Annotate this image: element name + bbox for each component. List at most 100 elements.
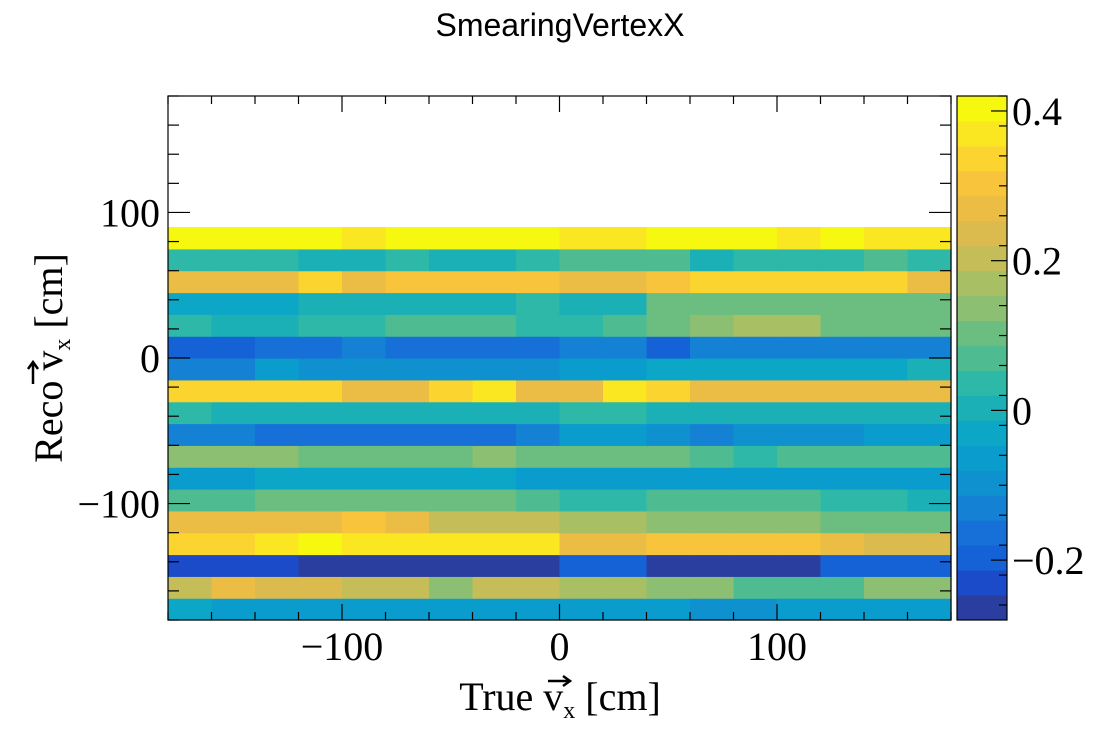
heatmap-cell — [559, 423, 604, 446]
heatmap-cell — [907, 379, 952, 403]
heatmap-cell — [559, 467, 604, 490]
colorbar-swatch — [957, 120, 1007, 147]
heatmap-cell — [385, 292, 430, 315]
heatmap-cell — [559, 576, 604, 599]
x-tick-label: −100 — [301, 624, 384, 669]
heatmap-cell — [298, 227, 343, 250]
heatmap-cell — [385, 270, 430, 294]
heatmap-cell — [429, 467, 474, 490]
heatmap-cell — [690, 358, 735, 381]
heatmap-cell — [820, 270, 865, 294]
colorbar — [957, 96, 1007, 621]
heatmap-cell — [907, 292, 952, 315]
heatmap-cell — [342, 467, 387, 490]
heatmap-cell — [168, 336, 213, 359]
heatmap-cell — [211, 248, 256, 272]
heatmap-cell — [429, 379, 474, 403]
heatmap-cell — [255, 532, 300, 556]
heatmap-cell — [298, 314, 343, 337]
heatmap-cell — [777, 292, 822, 315]
heatmap-cell — [516, 227, 561, 250]
heatmap-cell — [690, 510, 735, 534]
heatmap-cell — [907, 489, 952, 512]
heatmap-cell — [429, 227, 474, 250]
heatmap-cell — [472, 270, 517, 294]
heatmap-cell — [820, 227, 865, 250]
heatmap-cell — [385, 598, 430, 621]
heatmap-cell — [168, 445, 213, 468]
heatmap-cell — [559, 445, 604, 468]
heatmap-cell — [342, 532, 387, 556]
heatmap-cell — [646, 489, 691, 512]
x-axis-title: True vx [cm] — [459, 674, 661, 724]
heatmap-cell — [255, 467, 300, 490]
heatmap-cell — [298, 423, 343, 446]
heatmap-cell — [864, 292, 909, 315]
heatmap-cell — [864, 576, 909, 599]
heatmap-cell — [646, 423, 691, 446]
heatmap-cell — [820, 379, 865, 403]
heatmap-cell — [646, 576, 691, 599]
heatmap-cell — [646, 270, 691, 294]
heatmap-cell — [255, 576, 300, 599]
heatmap-cell — [168, 358, 213, 381]
heatmap-cell — [168, 401, 213, 425]
heatmap-cell — [646, 532, 691, 556]
heatmap-cell — [211, 270, 256, 294]
heatmap-cell — [864, 489, 909, 512]
heatmap-cell — [690, 292, 735, 315]
heatmap-cell — [907, 532, 952, 556]
heatmap-cell — [385, 489, 430, 512]
heatmap-cell — [472, 336, 517, 359]
heatmap-cell — [298, 554, 343, 577]
heatmap-cell — [516, 576, 561, 599]
heatmap-cell — [168, 554, 213, 577]
heatmap-cell — [298, 358, 343, 381]
heatmap-cell — [603, 358, 648, 381]
heatmap-cell — [385, 445, 430, 468]
heatmap-cell — [516, 314, 561, 337]
heatmap-cell — [472, 554, 517, 577]
heatmap-cell — [559, 379, 604, 403]
colorbar-axis: −0.2 0 0.2 0.4 — [991, 89, 1085, 606]
heatmap-cell — [864, 358, 909, 381]
heatmap-cell — [385, 336, 430, 359]
heatmap-cell — [211, 379, 256, 403]
heatmap-cell — [559, 532, 604, 556]
heatmap-cell — [907, 423, 952, 446]
heatmap-cell — [690, 379, 735, 403]
heatmap-cell — [603, 401, 648, 425]
heatmap-cell — [342, 227, 387, 250]
heatmap-cell — [907, 554, 952, 577]
heatmap-cell — [255, 510, 300, 534]
heatmap-cell — [472, 379, 517, 403]
heatmap-cell — [342, 401, 387, 425]
heatmap-cell — [472, 358, 517, 381]
heatmap-cell — [255, 358, 300, 381]
heatmap-cell — [559, 598, 604, 621]
heatmap-cell — [777, 554, 822, 577]
heatmap-cell — [342, 445, 387, 468]
heatmap-cell — [646, 227, 691, 250]
heatmap-cell — [733, 423, 778, 446]
heatmap-cell — [559, 489, 604, 512]
y-axis-vector-arrow — [26, 359, 40, 384]
heatmap-cell — [342, 248, 387, 272]
heatmap-cell — [864, 379, 909, 403]
heatmap-cell — [733, 292, 778, 315]
heatmap-cell — [777, 248, 822, 272]
heatmap-cell — [777, 489, 822, 512]
heatmap-cell — [516, 336, 561, 359]
heatmap-cell — [603, 598, 648, 621]
x-axis: −100 0 100 — [167, 96, 952, 669]
heatmap-cell — [472, 248, 517, 272]
colorbar-tick-label: −0.2 — [1012, 538, 1085, 583]
heatmap-cell — [559, 314, 604, 337]
heatmap-cell — [211, 489, 256, 512]
heatmap-cell — [298, 379, 343, 403]
heatmap-cell — [385, 248, 430, 272]
heatmap-cell — [255, 598, 300, 621]
x-axis-sub: x — [563, 698, 575, 724]
y-axis-title: Reco vx [cm] — [26, 253, 76, 463]
heatmap-cell — [342, 489, 387, 512]
